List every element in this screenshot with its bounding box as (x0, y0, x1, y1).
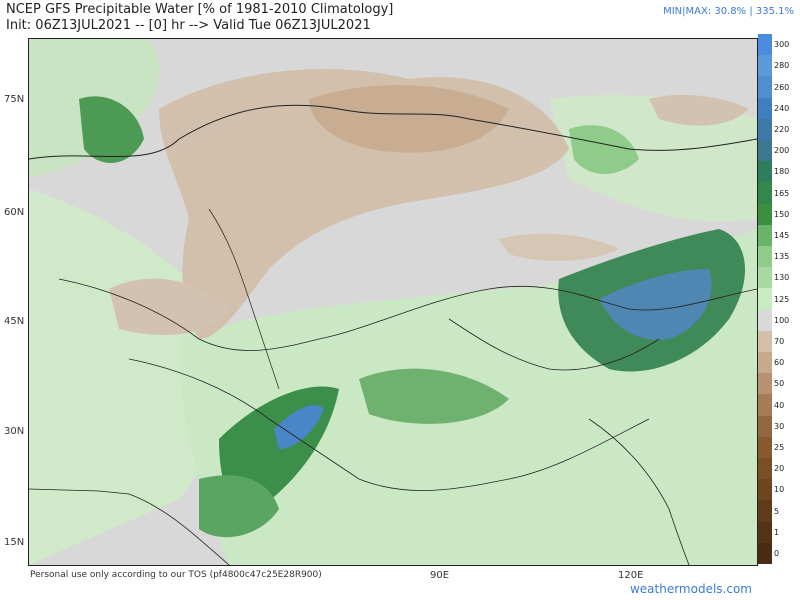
colorbar-label: 50 (774, 379, 785, 389)
colorbar-swatch (758, 521, 772, 543)
colorbar-label: 5 (774, 506, 780, 516)
colorbar-swatch (758, 458, 772, 480)
colorbar-swatch (758, 415, 772, 437)
lon-label-90e: 90E (430, 570, 450, 581)
colorbar-swatch (758, 309, 772, 331)
colorbar-swatch (758, 394, 772, 416)
colorbar-swatch (758, 267, 772, 289)
colorbar-swatch (758, 203, 772, 225)
colorbar-swatch (758, 34, 772, 56)
colorbar-label: 100 (774, 315, 790, 325)
colorbar-label: 200 (774, 146, 790, 156)
colorbar-swatch (758, 182, 772, 204)
colorbar-label: 1 (774, 527, 780, 537)
tos-note: Personal use only according to our TOS (… (30, 570, 322, 580)
colorbar-swatch (758, 246, 772, 268)
colorbar-swatch (758, 373, 772, 395)
title-line-1: NCEP GFS Precipitable Water [% of 1981-2… (6, 2, 394, 17)
colorbar-swatch (758, 97, 772, 119)
colorbar-label: 25 (774, 442, 785, 452)
colorbar-label: 10 (774, 485, 785, 495)
colorbar-label: 130 (774, 273, 790, 283)
colorbar-label: 150 (774, 209, 790, 219)
map-panel[interactable] (28, 38, 758, 566)
colorbar-label: 145 (774, 230, 790, 240)
site-link[interactable]: weathermodels.com (629, 582, 752, 596)
colorbar-label: 220 (774, 124, 790, 134)
map-title: NCEP GFS Precipitable Water [% of 1981-2… (6, 2, 393, 34)
lat-label-75n: 75N (4, 94, 25, 105)
colorbar-label: 60 (774, 358, 785, 368)
colorbar-swatch (758, 224, 772, 247)
lat-label-45n: 45N (4, 316, 25, 327)
lat-label-60n: 60N (4, 207, 25, 218)
colorbar-swatch (758, 161, 772, 183)
colorbar-label: 30 (774, 421, 785, 431)
colorbar-swatch (758, 118, 772, 141)
colorbar-labels: 300 280 260 240 220 200 180 165 150 145 135 130 125 1… (774, 34, 800, 564)
colorbar (758, 34, 772, 565)
colorbar-swatch (758, 436, 772, 459)
colorbar-swatch (758, 140, 772, 162)
colorbar-label: 260 (774, 82, 790, 92)
colorbar-swatch (758, 500, 772, 522)
colorbar-label: 70 (774, 336, 785, 346)
colorbar-swatch (758, 479, 772, 501)
colorbar-label: 180 (774, 167, 790, 177)
colorbar-swatch (758, 352, 772, 374)
lat-label-30n: 30N (4, 426, 25, 437)
colorbar-label: 0 (774, 548, 780, 558)
colorbar-label: 135 (774, 252, 790, 262)
minmax-readout: MIN|MAX: 30.8% | 335.1% (663, 6, 794, 17)
colorbar-label: 20 (774, 464, 785, 474)
colorbar-label: 280 (774, 61, 790, 71)
colorbar-swatch (758, 55, 772, 77)
colorbar-label: 125 (774, 294, 790, 304)
title-line-2: Init: 06Z13JUL2021 -- [0] hr --> Valid T… (6, 18, 371, 33)
colorbar-swatch (758, 76, 772, 98)
colorbar-swatch (758, 288, 772, 310)
colorbar-label: 40 (774, 400, 785, 410)
lon-label-120e: 120E (618, 570, 644, 581)
colorbar-swatch (758, 542, 772, 565)
lat-label-15n: 15N (4, 537, 25, 548)
colorbar-swatch (758, 330, 772, 353)
colorbar-label: 240 (774, 103, 790, 113)
colorbar-label: 165 (774, 188, 790, 198)
precipitable-water-map (29, 39, 757, 565)
colorbar-label: 300 (774, 40, 790, 50)
